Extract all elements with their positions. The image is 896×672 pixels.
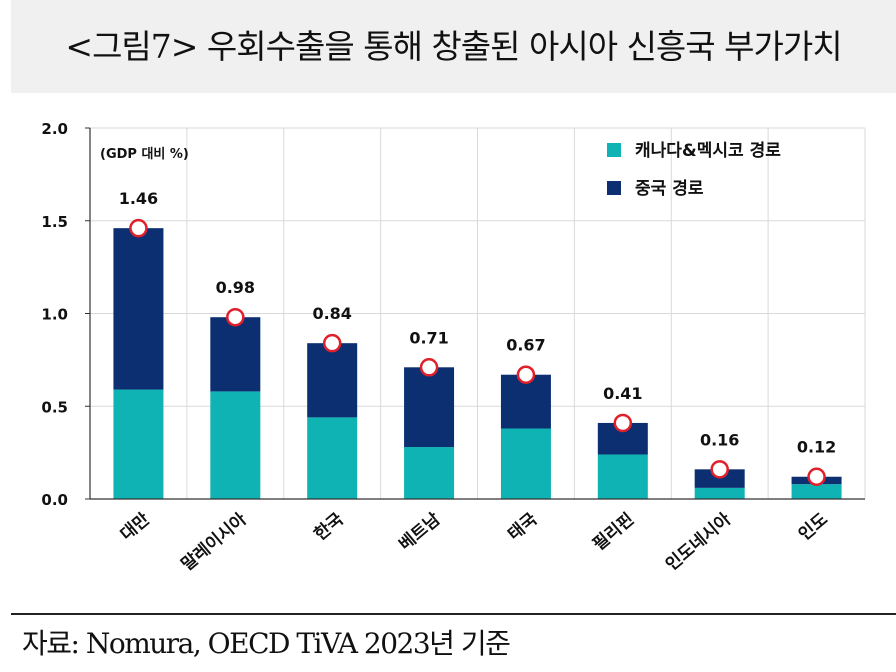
category-label: 베트남: [395, 509, 444, 555]
bar-segment-china: [694, 469, 745, 488]
chart-title: <그림7> 우회수출을 통해 창출된 아시아 신흥국 부가가치: [65, 27, 842, 66]
total-value-label: 0.98: [216, 278, 255, 297]
bar-segment-canada-mexico: [113, 389, 164, 499]
total-marker: [613, 413, 633, 433]
bar-segment-canada-mexico: [404, 447, 455, 499]
total-value-label: 0.41: [603, 384, 642, 403]
total-value-label: 0.12: [797, 438, 836, 457]
total-value-label: 1.46: [119, 189, 158, 208]
source-note: 자료: Nomura, OECD TiVA 2023년 기준: [22, 627, 511, 660]
bar-segment-canada-mexico: [694, 487, 745, 499]
bar-segment-china: [113, 228, 164, 390]
bar-segment-canada-mexico: [307, 417, 358, 499]
bar-segment-canada-mexico: [500, 428, 551, 499]
bar-segment-canada-mexico: [791, 484, 842, 499]
footer-divider: [11, 613, 896, 615]
total-marker: [226, 307, 245, 327]
axes: 0.0 0.5 1.0 1.5 2.0: [41, 120, 865, 509]
total-value-label: 0.71: [409, 328, 448, 347]
legend-label: 중국 경로: [635, 179, 704, 199]
y-tick-label: 1.0: [41, 306, 68, 324]
title-bar: <그림7> 우회수출을 통해 창출된 아시아 신흥국 부가가치: [11, 0, 896, 93]
bar-segment-china: [307, 343, 358, 418]
total-marker: [419, 358, 439, 377]
grid-lines: [89, 127, 866, 499]
unit-label: (GDP 대비 %): [100, 147, 189, 162]
legend-swatch: [607, 143, 621, 157]
total-value-label: 0.16: [700, 430, 739, 449]
category-label: 태국: [504, 509, 541, 545]
y-tick-label: 1.5: [41, 213, 68, 231]
y-tick-label: 0.5: [41, 398, 68, 416]
total-marker: [807, 467, 826, 486]
total-value-label: 0.84: [312, 304, 351, 323]
total-marker: [322, 333, 342, 353]
bar-segment-canada-mexico: [597, 454, 648, 499]
category-label: 필리핀: [589, 510, 638, 555]
total-marker: [710, 460, 729, 479]
legend-label: 캐나다&멕시코 경로: [635, 141, 781, 161]
bar-segment-china: [404, 367, 455, 448]
y-tick-label: 0.0: [41, 491, 68, 509]
stacked-bar-chart: 0.0 0.5 1.0 1.5 2.0 (GDP 대비 %) 1.46 대만 0.98 말레이시…: [41, 120, 866, 576]
category-label: 인도: [795, 509, 832, 545]
category-label: 대만: [117, 509, 154, 545]
category-label: 한국: [311, 509, 348, 545]
category-label: 인도네시아: [662, 509, 735, 575]
y-tick-label: 2.0: [41, 120, 68, 138]
total-value-label: 0.67: [506, 336, 545, 355]
legend-swatch: [607, 181, 621, 195]
bar-segment-china: [210, 317, 261, 392]
bar-segment-canada-mexico: [210, 391, 261, 499]
total-marker: [129, 218, 148, 238]
total-marker: [516, 365, 536, 384]
bars: [113, 218, 842, 499]
category-label: 말레이시아: [177, 509, 251, 576]
